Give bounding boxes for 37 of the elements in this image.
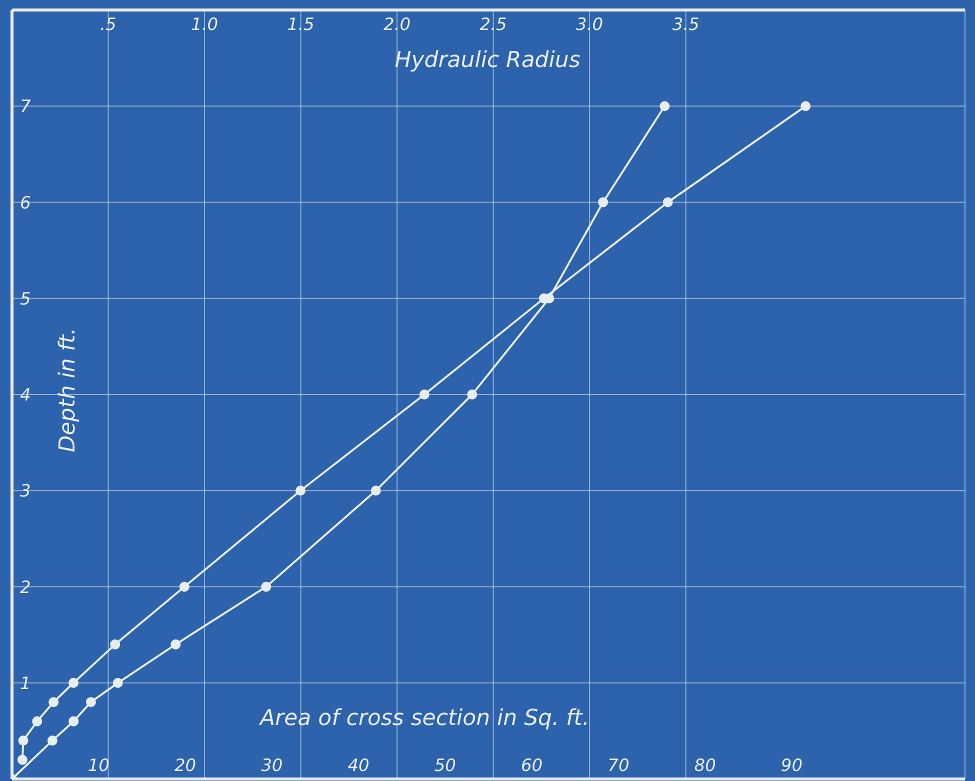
point <box>48 697 59 708</box>
x-tick-label: 20 <box>174 756 196 776</box>
x2-tick-label: 2.5 <box>480 15 507 36</box>
x2-tick-label: 1.5 <box>287 15 314 36</box>
y-tick-label: 1 <box>20 674 31 694</box>
y-tick-label: 5 <box>20 289 31 310</box>
y-tick-label: 7 <box>20 97 31 118</box>
point <box>295 486 306 496</box>
x-tick-label: 60 <box>521 756 543 776</box>
y-tick-label: 6 <box>20 193 31 214</box>
point <box>179 582 190 592</box>
point <box>17 754 28 765</box>
y-axis-title: Depth in ft. <box>56 328 80 452</box>
point <box>18 736 28 746</box>
y-tick-label: 2 <box>20 578 31 598</box>
x-axis-title: Area of cross section in Sq. ft. <box>260 706 590 731</box>
point <box>419 389 430 400</box>
x-tick-label: 10 <box>88 756 110 776</box>
x-tick-label: 50 <box>434 756 456 776</box>
point <box>110 639 120 650</box>
x-tick-label: 30 <box>261 756 283 776</box>
x-tick-label: 70 <box>608 756 630 776</box>
x2-tick-label: 3.0 <box>576 15 604 36</box>
x2-tick-label: 1.0 <box>191 15 218 36</box>
x2-axis-title: Hydraulic Radius <box>394 48 582 73</box>
x2-tick-label: .5 <box>100 15 116 36</box>
point <box>32 716 42 726</box>
x-tick-label: 80 <box>694 756 716 776</box>
x2-tick-label: 3.5 <box>672 15 700 36</box>
point <box>800 101 811 112</box>
x2-tick-label: 2.0 <box>384 15 411 36</box>
point <box>68 678 79 688</box>
point <box>662 197 673 208</box>
x-tick-label: 40 <box>348 756 370 776</box>
y-tick-label: 3 <box>20 482 31 502</box>
x-tick-label: 90 <box>780 756 803 776</box>
y-tick-label: 4 <box>20 386 31 406</box>
